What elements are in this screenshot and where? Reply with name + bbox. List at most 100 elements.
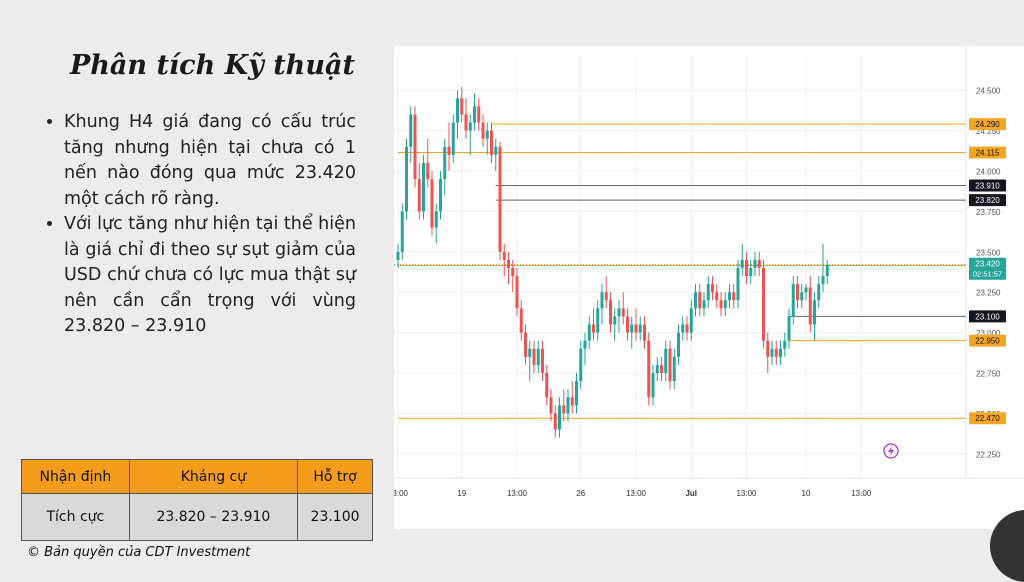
candle-body [783, 340, 787, 349]
x-tick-label: 13:00 [626, 489, 647, 498]
level-price-tag [969, 146, 1006, 159]
x-tick-label: 13:00 [394, 489, 409, 498]
candle-body [732, 292, 736, 301]
candle-body [481, 122, 485, 139]
candle-body [787, 316, 791, 341]
candle-body [630, 324, 634, 333]
y-tick-label: 22.750 [976, 369, 1001, 378]
x-tick-label: 19 [457, 489, 466, 498]
level-price-label: 23.910 [975, 182, 1000, 191]
candle-body [587, 324, 591, 341]
candle-body [825, 264, 829, 277]
x-tick-label: 13:00 [507, 489, 528, 498]
x-tick-label: 10 [802, 489, 811, 498]
level-price-tag [969, 310, 1006, 323]
y-tick-label: 24.500 [976, 87, 1001, 96]
candle-body [541, 348, 544, 373]
y-tick-label: 24.250 [976, 127, 1001, 136]
candle-body [774, 348, 778, 357]
candle-body [779, 348, 782, 357]
candle-body [549, 397, 553, 414]
candle-body [451, 122, 455, 155]
candle-body [613, 316, 617, 325]
candle-body [736, 267, 740, 301]
candle-body [558, 405, 561, 430]
lightning-icon [883, 443, 899, 459]
candle-body [532, 348, 536, 365]
candle-body [621, 308, 625, 317]
candle-body [762, 267, 765, 341]
y-tick-label: 23.750 [976, 208, 1001, 217]
x-tick-label: 13:00 [736, 489, 757, 498]
candle-body [519, 308, 523, 333]
candle-body [468, 122, 472, 131]
support-resistance-table: Nhận định Kháng cự Hỗ trợ Tích cực 23.82… [21, 459, 373, 541]
header-cell-assessment: Nhận định [21, 459, 130, 494]
candle-body [422, 162, 425, 212]
candle-body [507, 259, 510, 268]
level-price-tag [969, 118, 1006, 131]
candle-body [694, 292, 697, 309]
current-price-label: 23.420 [975, 260, 1000, 269]
candle-body [804, 287, 808, 293]
candle-body [609, 300, 612, 325]
bullet-item: Với lực tăng như hiện tại thể hiện là gi… [64, 212, 356, 340]
candle-body [405, 146, 408, 212]
candle-body [643, 324, 646, 341]
candle-body [592, 324, 595, 333]
candle-body [600, 292, 604, 309]
candle-body [502, 251, 506, 260]
candle-body [728, 292, 731, 301]
price-chart-panel: 24.500 24.250 24.000 23.750 23.500 23.250 23.0… [388, 46, 1024, 529]
candle-body [562, 405, 566, 414]
candle-body [426, 162, 430, 180]
candle-body [545, 372, 549, 398]
candle-body [413, 114, 417, 180]
candle-body [740, 259, 744, 268]
candle-body [800, 292, 804, 301]
candle-body [604, 292, 608, 301]
candle-body [485, 130, 489, 139]
candle-body [668, 348, 672, 382]
candle-body [706, 284, 710, 301]
candle-body [723, 300, 727, 309]
level-price-label: 22.950 [975, 337, 1000, 346]
y-tick-label: 24.000 [976, 168, 1001, 177]
candle-body [477, 106, 481, 123]
candle-body [596, 308, 600, 333]
candle-body [757, 259, 761, 268]
candle-body [570, 397, 574, 406]
level-price-tag [969, 412, 1006, 425]
candle-body [443, 146, 447, 180]
x-tick-label: 26 [576, 489, 585, 498]
candle-body [796, 284, 799, 301]
candle-body [715, 292, 719, 301]
candle-body [821, 276, 825, 285]
y-tick-label: 23.000 [976, 329, 1001, 338]
y-tick-label: 23.500 [976, 248, 1001, 257]
candle-body [753, 259, 757, 268]
candle-body [655, 364, 659, 373]
level-price-tag [969, 179, 1006, 192]
candle-body [515, 276, 519, 309]
header-cell-resistance: Kháng cự [128, 459, 299, 494]
candle-body [524, 332, 527, 357]
candle-body [417, 179, 421, 212]
candle-body [770, 348, 774, 357]
level-price-label: 24.290 [975, 120, 1000, 129]
candle-body [660, 364, 663, 373]
candle-body [447, 146, 451, 155]
candle-body [672, 356, 676, 382]
candle-body [439, 179, 442, 212]
slide-title: Phân tích Kỹ thuật [70, 50, 355, 81]
level-price-label: 23.820 [975, 196, 1000, 205]
candle-body [490, 130, 493, 155]
candle-body [719, 300, 723, 309]
candle-body [745, 259, 748, 277]
level-price-tag [969, 334, 1006, 347]
y-tick-label: 23.250 [976, 289, 1001, 298]
candle-body [536, 348, 540, 365]
candle-body [808, 287, 812, 325]
level-price-tag [969, 194, 1006, 207]
level-price-label: 23.100 [975, 312, 1000, 321]
